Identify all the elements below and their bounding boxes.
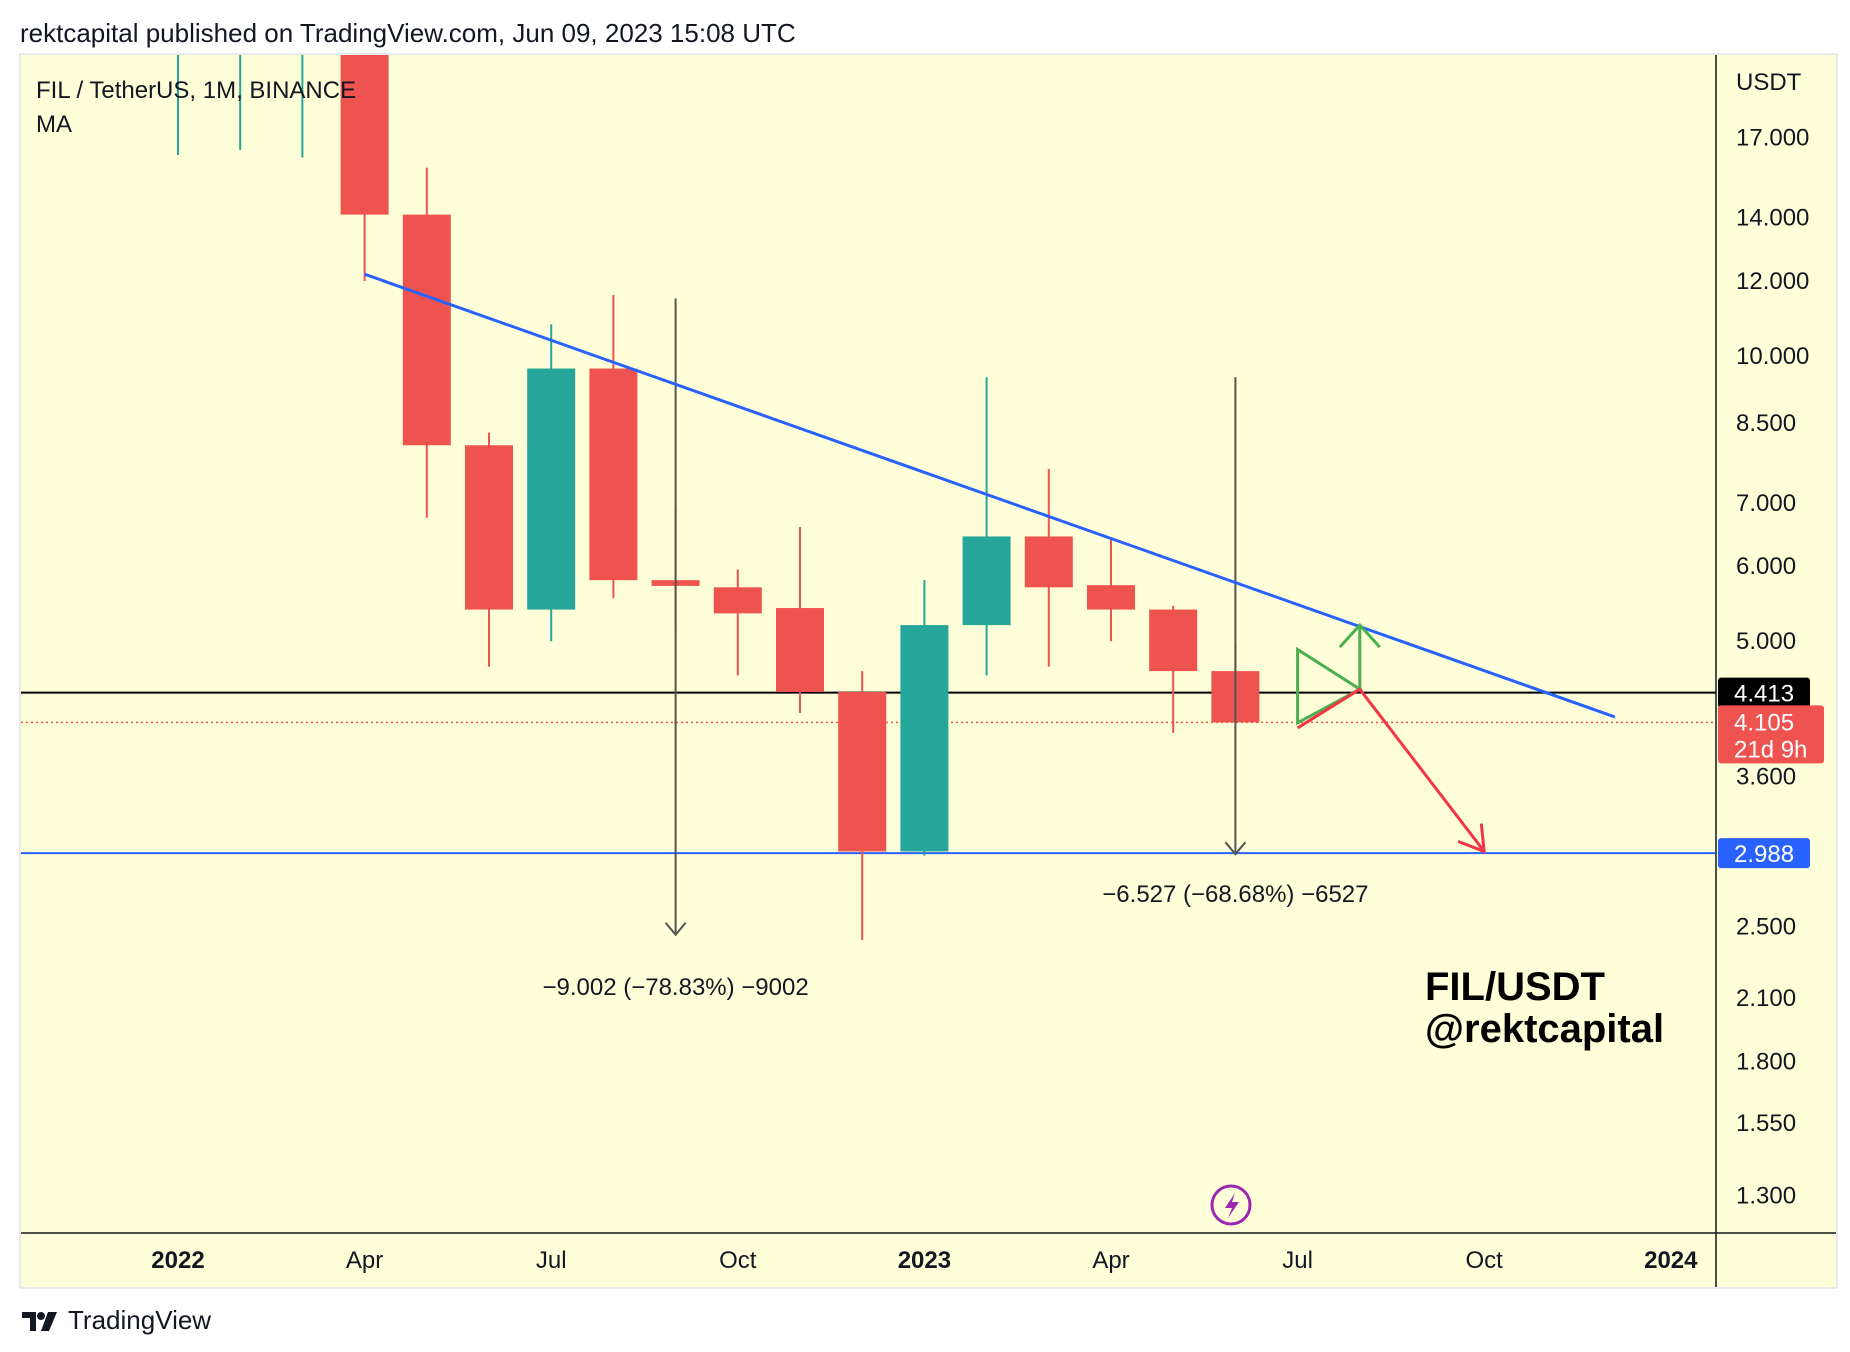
candle-body: [340, 55, 389, 215]
candle[interactable]: [216, 0, 264, 150]
price-tick-label: 2.100: [1736, 985, 1796, 1012]
candle[interactable]: [1087, 539, 1135, 642]
currency-label: USDT: [1736, 69, 1802, 96]
candle[interactable]: [589, 294, 638, 599]
time-tick-label: Jul: [1282, 1247, 1313, 1274]
time-tick-label: Jul: [536, 1247, 567, 1274]
bearish-arrowhead: [1457, 823, 1486, 854]
time-tick-label: 2022: [151, 1247, 204, 1274]
bullish-arrowhead: [1338, 622, 1381, 649]
price-tick-label: 17.000: [1736, 125, 1809, 152]
candle[interactable]: [278, 0, 326, 158]
price-tick-label: 8.500: [1736, 410, 1796, 437]
price-tick-label: 14.000: [1736, 205, 1809, 232]
candle-body: [776, 608, 824, 692]
candle[interactable]: [900, 580, 949, 856]
current-price-label: 4.105: [1734, 709, 1794, 736]
price-tick-label: 3.600: [1736, 763, 1796, 790]
bearish-projection-arrow[interactable]: [1296, 687, 1486, 853]
time-axis-ticks: 2022 Apr Jul Oct 2023 Apr Jul Oct 2024: [151, 1247, 1698, 1274]
candle-body: [465, 445, 513, 610]
candle[interactable]: [340, 0, 389, 281]
price-tick-label: 2.500: [1736, 913, 1796, 940]
candle[interactable]: [402, 167, 451, 518]
candle[interactable]: [1024, 468, 1073, 667]
time-tick-label: Apr: [346, 1247, 383, 1274]
price-tick-label: 5.000: [1736, 628, 1796, 655]
time-tick-label: 2023: [898, 1247, 951, 1274]
plot-area[interactable]: −9.002 (−78.83%) −9002 −6.527 (−68.68%) −…: [21, 0, 1716, 1001]
measure-label: −9.002 (−78.83%) −9002: [542, 974, 808, 1001]
published-header: rektcapital published on TradingView.com…: [20, 18, 796, 48]
level-badge-label: 4.413: [1734, 681, 1794, 708]
tradingview-icon: [22, 1311, 57, 1331]
time-tick-label: Oct: [719, 1247, 757, 1274]
level-price-badge: 2.988: [1718, 838, 1810, 869]
candle[interactable]: [154, 0, 202, 155]
candle[interactable]: [465, 432, 513, 667]
price-tick-label: 6.000: [1736, 553, 1796, 580]
projection-triangle[interactable]: [1296, 646, 1363, 726]
level-badge-label: 2.988: [1734, 841, 1794, 868]
price-tick-label: 1.800: [1736, 1049, 1796, 1076]
price-range-measure[interactable]: −9.002 (−78.83%) −9002: [542, 298, 809, 1001]
price-tick-label: 12.000: [1736, 268, 1809, 295]
tradingview-logo[interactable]: TradingView: [20, 1305, 211, 1336]
candle-body: [1087, 585, 1135, 610]
price-tick-label: 10.000: [1736, 343, 1809, 370]
measure-label: −6.527 (−68.68%) −6527: [1102, 881, 1368, 908]
candle[interactable]: [838, 671, 887, 940]
price-tick-label: 1.550: [1736, 1110, 1796, 1137]
price-tick-label: 1.300: [1736, 1183, 1796, 1210]
level-badge-bg: [1718, 838, 1810, 869]
price-axis-ticks: 17.000 14.000 12.000 10.000 8.500 7.000 6.000 5…: [1736, 125, 1809, 1210]
watermark-pair: FIL/USDT: [1425, 965, 1605, 1009]
candle-body: [838, 691, 887, 852]
watermark-author: @rektcapital: [1425, 1007, 1664, 1051]
time-axis-background: [21, 1233, 1836, 1287]
legend-indicator: MA: [36, 111, 72, 138]
candle-body: [962, 536, 1011, 626]
time-tick-label: Apr: [1092, 1247, 1129, 1274]
time-tick-label: 2024: [1644, 1247, 1698, 1274]
candle-body: [402, 214, 451, 446]
measure-arrowhead: [1224, 841, 1247, 856]
time-tick-label: Oct: [1466, 1247, 1504, 1274]
level-price-badge: 4.413: [1718, 677, 1810, 708]
candle-body: [1149, 609, 1198, 672]
price-range-measure[interactable]: −6.527 (−68.68%) −6527: [1102, 377, 1369, 908]
plot-background: [21, 55, 1716, 1233]
current-price-badge-bg: [1718, 705, 1824, 764]
candle[interactable]: [1149, 605, 1198, 734]
candle-body: [900, 625, 949, 852]
candle[interactable]: [527, 324, 576, 642]
level-badge-bg: [1718, 677, 1810, 708]
candle-body: [713, 587, 762, 614]
legend-symbol: FIL / TetherUS, 1M, BINANCE: [36, 77, 356, 104]
candle-body: [1024, 536, 1073, 588]
chart-frame: [19, 53, 1838, 1289]
candle[interactable]: [776, 526, 824, 713]
candle[interactable]: [713, 569, 762, 676]
candle-body: [527, 368, 576, 610]
candle-body: [589, 368, 638, 581]
descending-trendline[interactable]: [364, 272, 1616, 719]
price-tick-label: 7.000: [1736, 490, 1796, 517]
price-axis-background: [1716, 55, 1836, 1233]
measure-arrowhead: [664, 922, 687, 937]
bar-countdown-label: 21d 9h: [1734, 736, 1807, 763]
candle[interactable]: [962, 377, 1011, 676]
footer-brand: TradingView: [68, 1305, 212, 1335]
lightning-icon[interactable]: [1210, 1184, 1252, 1226]
